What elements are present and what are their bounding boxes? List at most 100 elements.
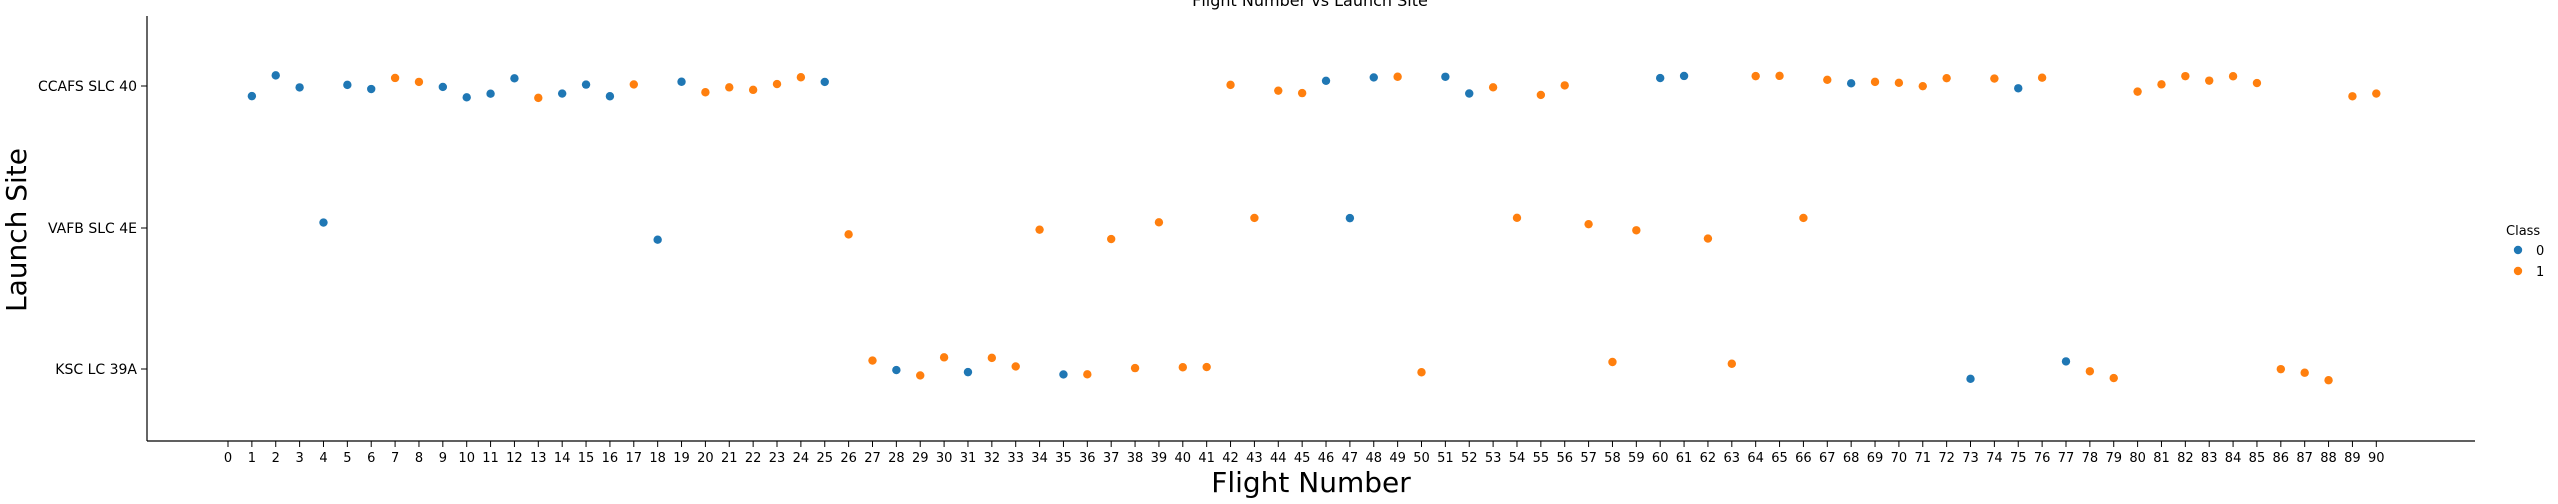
x-tick-label: 28 — [888, 451, 905, 466]
data-point — [1942, 73, 1951, 83]
x-tick-label: 26 — [840, 451, 857, 466]
x-tick-label: 0 — [224, 451, 232, 466]
x-tick-label: 74 — [1986, 451, 2003, 466]
data-point — [987, 353, 997, 363]
x-tick-label: 32 — [984, 451, 1001, 466]
x-tick-label: 69 — [1867, 451, 1884, 466]
x-tick-label: 54 — [1509, 451, 1526, 466]
data-point — [1918, 81, 1927, 91]
data-point — [2324, 376, 2333, 385]
x-tick-label: 33 — [1007, 451, 1024, 466]
x-tick-label: 77 — [2058, 451, 2075, 466]
x-tick-label: 60 — [1652, 451, 1669, 466]
data-point — [892, 365, 901, 375]
data-point — [1560, 81, 1569, 90]
y-tick-label: CCAFS SLC 40 — [38, 79, 137, 95]
data-point — [772, 79, 782, 89]
data-point — [1512, 213, 1522, 223]
data-point — [2252, 78, 2262, 88]
x-tick-label: 80 — [2129, 451, 2146, 466]
x-tick-label: 45 — [1294, 451, 1311, 466]
data-point — [1321, 76, 1331, 85]
x-tick-label: 10 — [458, 451, 475, 466]
x-tick-label: 87 — [2296, 451, 2313, 466]
legend-title: Class — [2506, 224, 2540, 239]
data-point — [1656, 73, 1665, 83]
x-tick-label: 61 — [1676, 451, 1693, 466]
data-point — [2228, 72, 2238, 81]
data-point — [1059, 370, 1068, 379]
x-tick-label: 23 — [769, 451, 786, 466]
y-axis-ticks: CCAFS SLC 40 VAFB SLC 4E KSC LC 39A — [38, 79, 147, 378]
x-tick-label: 50 — [1413, 451, 1430, 466]
x-tick-label: 63 — [1724, 451, 1741, 466]
data-point — [796, 73, 806, 82]
x-axis-ticks: 0 1 2 3 4 5 6 7 8 9 10 11 12 13 14 15 16 17 18 19 20 21 22 23 24… — [224, 441, 2385, 466]
x-tick-label: 64 — [1747, 451, 1764, 466]
x-tick-label: 70 — [1891, 451, 1908, 466]
data-point — [820, 77, 829, 87]
x-tick-label: 62 — [1700, 451, 1717, 466]
x-tick-label: 7 — [391, 451, 399, 466]
x-tick-label: 41 — [1198, 451, 1215, 466]
data-point — [438, 82, 448, 92]
chart-title: Flight Number vs Launch Site — [1192, 0, 1428, 10]
legend-marker — [2513, 266, 2523, 276]
x-tick-label: 58 — [1604, 451, 1621, 466]
x-tick-label: 1 — [248, 451, 256, 466]
data-point — [725, 83, 734, 92]
x-tick-label: 65 — [1771, 451, 1788, 466]
x-tick-label: 15 — [578, 451, 595, 466]
data-point — [247, 91, 257, 101]
data-point — [367, 84, 376, 94]
data-point — [1632, 226, 1641, 235]
data-point — [748, 85, 758, 95]
x-tick-label: 79 — [2105, 451, 2122, 466]
x-tick-label: 51 — [1437, 451, 1454, 466]
x-tick-label: 19 — [673, 451, 690, 466]
data-point — [534, 93, 543, 103]
x-tick-label: 40 — [1175, 451, 1192, 466]
x-tick-label: 36 — [1079, 451, 1096, 466]
x-tick-label: 35 — [1055, 451, 1072, 466]
x-tick-label: 25 — [816, 451, 833, 466]
x-tick-label: 90 — [2368, 451, 2385, 466]
y-tick-label: VAFB SLC 4E — [48, 221, 137, 237]
data-point — [1202, 362, 1211, 372]
data-point — [2372, 89, 2381, 98]
x-tick-label: 6 — [367, 451, 375, 466]
data-points — [247, 71, 2381, 385]
x-tick-label: 86 — [2273, 451, 2290, 466]
data-point — [1274, 86, 1283, 95]
x-tick-label: 49 — [1389, 451, 1406, 466]
x-tick-label: 78 — [2082, 451, 2099, 466]
x-tick-label: 52 — [1461, 451, 1478, 466]
x-tick-label: 82 — [2177, 451, 2194, 466]
data-point — [1154, 218, 1164, 227]
data-point — [1894, 78, 1904, 88]
data-point — [1417, 368, 1426, 377]
x-tick-label: 11 — [482, 451, 499, 466]
x-tick-label: 18 — [649, 451, 666, 466]
x-tick-label: 84 — [2225, 451, 2242, 466]
data-point — [2061, 357, 2071, 366]
data-point — [1035, 225, 1044, 234]
x-tick-label: 72 — [1938, 451, 1955, 466]
legend: Class 0 1 — [2506, 224, 2544, 280]
data-point — [2300, 368, 2309, 377]
x-tick-label: 71 — [1914, 451, 1931, 466]
data-point — [2133, 87, 2142, 96]
x-tick-label: 48 — [1365, 451, 1382, 466]
x-tick-label: 42 — [1222, 451, 1239, 466]
x-tick-label: 67 — [1819, 451, 1836, 466]
data-point — [701, 88, 710, 97]
data-point — [2109, 373, 2118, 383]
data-point — [486, 89, 495, 98]
data-point — [1966, 374, 1975, 384]
data-point — [1823, 75, 1832, 84]
data-point — [343, 80, 352, 90]
x-tick-label: 81 — [2153, 451, 2170, 466]
x-tick-label: 29 — [912, 451, 929, 466]
